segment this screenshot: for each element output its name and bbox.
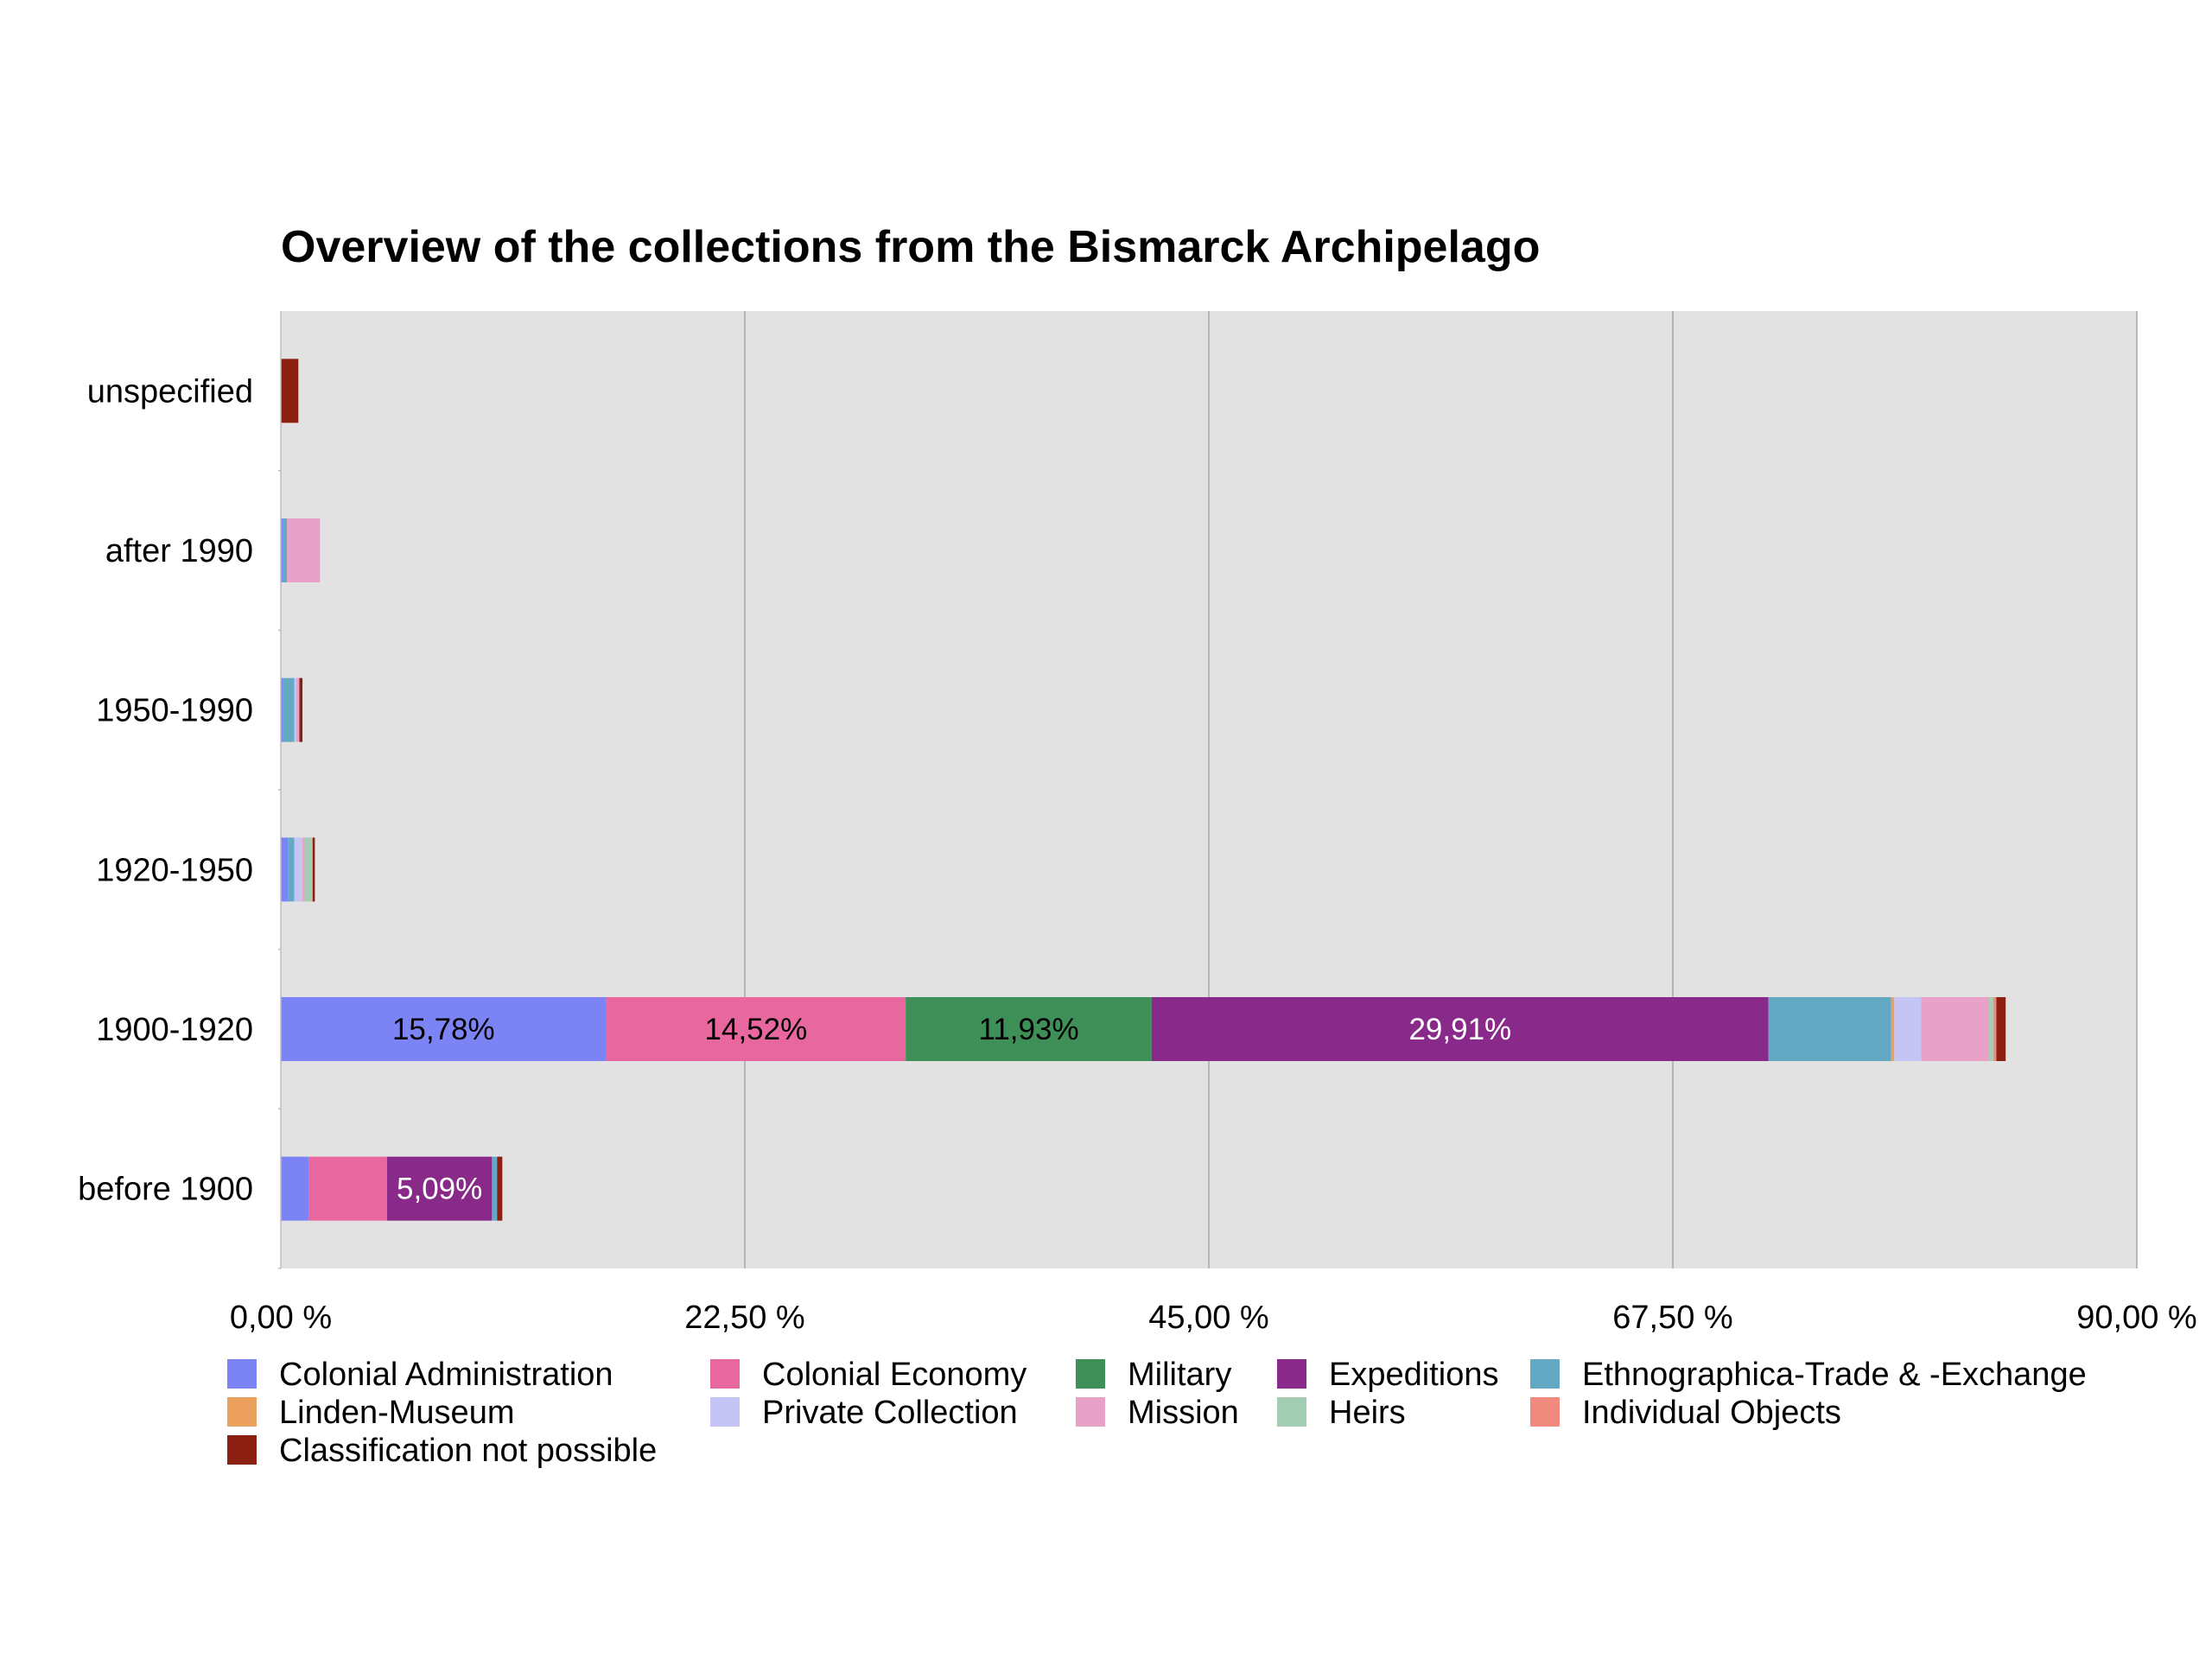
x-tick-label-4: 90,00 %	[2076, 1300, 2196, 1336]
legend-label-individual-objects: Individual Objects	[1582, 1395, 1841, 1431]
legend: Colonial Administration Colonial Economy M…	[227, 1357, 2087, 1469]
bar-1900-1920-individual-objects	[1993, 997, 1997, 1061]
legend-swatch-expeditions	[1277, 1359, 1306, 1389]
bar-1900-1920-ethnographica-trade-exchange	[1768, 997, 1891, 1061]
bar-unspecified-classification-not-possible	[281, 359, 299, 423]
bar-1950-1990-private-collection	[294, 677, 296, 742]
chart-title: Overview of the collections from the Bis…	[281, 222, 1540, 272]
legend-swatch-heirs	[1277, 1397, 1306, 1427]
x-tick-label-3: 67,50 %	[1612, 1300, 1732, 1336]
bar-1920-1950-classification-not-possible	[312, 837, 315, 902]
bar-1900-1920-classification-not-possible	[1996, 997, 2006, 1061]
bar-1900-1920-colonial-administration	[281, 997, 607, 1061]
bars	[281, 359, 2006, 1221]
bar-1900-1920-linden-museum	[1891, 997, 1895, 1061]
bar-1900-1920-military	[906, 997, 1152, 1061]
data-label-1900-1920-colonial-economy: 14,52%	[705, 1013, 808, 1046]
bar-1900-1920-heirs	[1989, 997, 1993, 1061]
bar-before-1900-ethnographica-trade-exchange	[492, 1156, 498, 1221]
legend-label-classification-not-possible: Classification not possible	[279, 1433, 657, 1469]
bar-before-1900-classification-not-possible	[497, 1156, 503, 1221]
legend-swatch-linden-museum	[227, 1397, 257, 1427]
x-tick-label-0: 0,00 %	[230, 1300, 332, 1336]
y-tick-label-1950-1990: 1950-1990	[96, 693, 253, 729]
legend-label-heirs: Heirs	[1329, 1395, 1406, 1431]
legend-swatch-private-collection	[710, 1397, 740, 1427]
legend-swatch-mission	[1076, 1397, 1105, 1427]
bar-1900-1920-colonial-economy	[606, 997, 906, 1061]
bar-after-1990-ethnographica-trade-exchange	[283, 518, 288, 582]
bar-1920-1950-ethnographica-trade-exchange	[288, 837, 295, 902]
bar-1950-1990-mission	[296, 677, 300, 742]
legend-label-mission: Mission	[1128, 1395, 1239, 1431]
x-tick-label-1: 22,50 %	[684, 1300, 804, 1336]
data-label-1900-1920-expeditions: 29,91%	[1408, 1013, 1511, 1046]
legend-swatch-classification-not-possible	[227, 1435, 257, 1465]
x-axis: 0,00 % 22,50 % 45,00 % 67,50 % 90,00 %	[230, 1300, 2197, 1336]
bar-after-1990-colonial-administration	[281, 518, 283, 582]
legend-label-expeditions: Expeditions	[1329, 1357, 1498, 1393]
bar-1950-1990-colonial-administration	[281, 677, 283, 742]
legend-swatch-colonial-administration	[227, 1359, 257, 1389]
data-label-1900-1920-military: 11,93%	[978, 1013, 1078, 1046]
data-label-1900-1920-colonial-administration: 15,78%	[392, 1013, 495, 1046]
legend-label-private-collection: Private Collection	[762, 1395, 1018, 1431]
y-tick-label-before-1900: before 1900	[78, 1172, 253, 1208]
bar-1950-1990-ethnographica-trade-exchange	[283, 677, 295, 742]
bar-1920-1950-heirs	[304, 837, 312, 902]
y-tick-label-1920-1950: 1920-1950	[96, 852, 253, 888]
legend-label-colonial-economy: Colonial Economy	[762, 1357, 1027, 1393]
bar-after-1990-mission	[287, 518, 321, 582]
y-tick-label-1900-1920: 1900-1920	[96, 1012, 253, 1048]
bar-1920-1950-individual-objects	[311, 837, 313, 902]
grid-lines	[744, 311, 2138, 1268]
bar-1920-1950-private-collection	[294, 837, 303, 902]
bar-1900-1920-expeditions	[1151, 997, 1769, 1061]
y-axis: unspecified after 1990 1950-1990 1920-1950 1…	[78, 311, 282, 1269]
data-labels: 15,78% 14,52% 11,93% 29,91% 5,09%	[392, 1013, 1511, 1206]
legend-label-ethnographica-trade-exchange: Ethnographica-Trade & -Exchange	[1582, 1357, 2087, 1393]
legend-swatch-ethnographica-trade-exchange	[1530, 1359, 1560, 1389]
legend-label-colonial-administration: Colonial Administration	[279, 1357, 613, 1393]
y-tick-label-after-1990: after 1990	[105, 533, 253, 569]
bar-before-1900-colonial-economy	[308, 1156, 387, 1221]
data-label-before-1900-expeditions: 5,09%	[397, 1173, 482, 1206]
legend-swatch-colonial-economy	[710, 1359, 740, 1389]
legend-label-linden-museum: Linden-Museum	[279, 1395, 514, 1431]
legend-label-military: Military	[1128, 1357, 1231, 1393]
bar-1920-1950-colonial-administration	[281, 837, 289, 902]
bar-before-1900-colonial-administration	[281, 1156, 309, 1221]
bar-1900-1920-private-collection	[1894, 997, 1922, 1061]
y-tick-label-unspecified: unspecified	[87, 373, 253, 410]
bar-1950-1990-classification-not-possible	[299, 677, 303, 742]
bar-1900-1920-mission	[1921, 997, 1990, 1061]
bar-1920-1950-mission	[302, 837, 305, 902]
legend-swatch-individual-objects	[1530, 1397, 1560, 1427]
x-tick-label-2: 45,00 %	[1148, 1300, 1268, 1336]
legend-swatch-military	[1076, 1359, 1105, 1389]
bar-before-1900-expeditions	[386, 1156, 493, 1221]
